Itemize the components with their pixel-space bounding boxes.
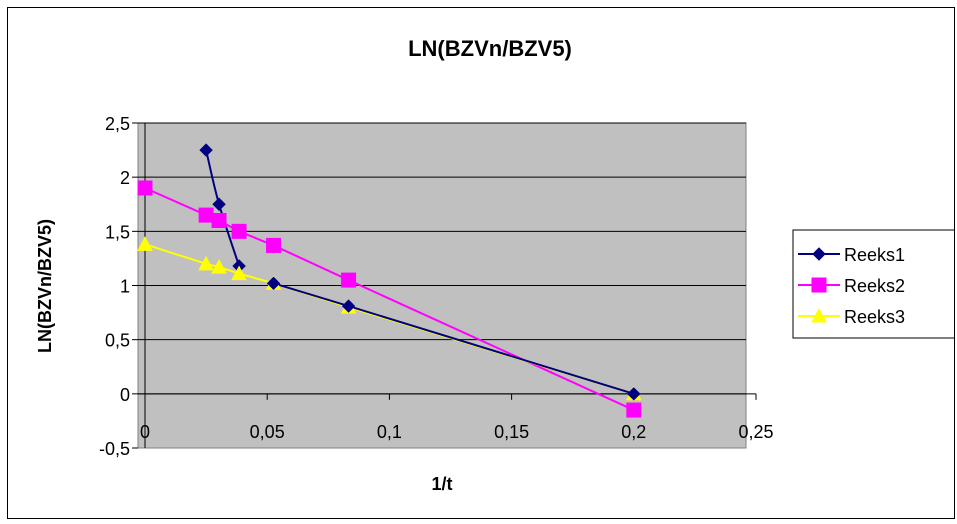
- legend-items: Reeks1 Reeks2 Reeks3: [798, 245, 905, 327]
- chart-svg: LN(BZVn/BZV5) -0,500,511,522,5 0 0,05 0,1 0…: [35, 36, 954, 494]
- legend-marker: [812, 247, 826, 261]
- y-tick-label: 2,5: [105, 114, 130, 134]
- axes: [132, 122, 757, 449]
- x-tick-label: 0: [140, 422, 150, 442]
- data-point-Reeks2: [626, 402, 642, 418]
- data-point-Reeks1: [212, 197, 226, 211]
- x-tick-label: 0,25: [738, 422, 773, 442]
- data-point-aux-3: [341, 299, 356, 313]
- x-tick-label: 0,2: [621, 422, 646, 442]
- data-point-Reeks2: [341, 272, 357, 288]
- data-point-Reeks3: [211, 259, 227, 274]
- y-tick-label: 2: [120, 168, 130, 188]
- x-tick-label: 0,05: [250, 422, 285, 442]
- data-point-aux-3: [627, 387, 641, 401]
- data-point-Reeks2: [231, 223, 247, 239]
- chart-title: LN(BZVn/BZV5): [408, 36, 572, 61]
- y-tick-label: 1: [120, 277, 130, 297]
- data-point-Reeks2: [211, 213, 227, 228]
- data-point-Reeks2: [137, 180, 153, 196]
- data-point-Reeks1: [199, 143, 213, 157]
- y-tick-label: 0,5: [105, 331, 130, 351]
- y-tick-label: 0: [120, 385, 130, 405]
- x-tick-labels: 0 0,05 0,1 0,15 0,2 0,25: [140, 422, 774, 442]
- chart-frame: LN(BZVn/BZV5) -0,5 0 0,5 1 1,5 2 2,5 0 0,05 0,1 0…: [7, 7, 955, 519]
- data-point-Reeks3: [137, 236, 153, 251]
- legend-label: Reeks3: [844, 307, 905, 327]
- y-tick-label: 1,5: [105, 222, 130, 242]
- data-point-Reeks2: [198, 207, 214, 223]
- legend-marker: [811, 307, 827, 323]
- x-axis-title: 1/t: [431, 474, 452, 494]
- legend: Reeks1 Reeks2 Reeks3: [792, 229, 954, 339]
- y-tick-labels: -0,5 0 0,5 1 1,5 2 2,5: [99, 114, 130, 459]
- series-markers: [137, 143, 642, 418]
- data-point-Reeks3: [198, 255, 214, 271]
- x-tick-label: 0,1: [377, 422, 402, 442]
- data-point-aux-3: [266, 276, 281, 291]
- data-point-Reeks2: [266, 237, 282, 253]
- y-tick-label: -0,5: [99, 439, 130, 459]
- data-point-Reeks3: [231, 265, 247, 281]
- legend-marker: [811, 277, 827, 293]
- x-tick-label: 0,15: [494, 422, 529, 442]
- legend-label: Reeks2: [844, 276, 905, 296]
- y-axis-title: LN(BZVn/BZV5): [35, 219, 55, 353]
- legend-label: Reeks1: [844, 245, 905, 265]
